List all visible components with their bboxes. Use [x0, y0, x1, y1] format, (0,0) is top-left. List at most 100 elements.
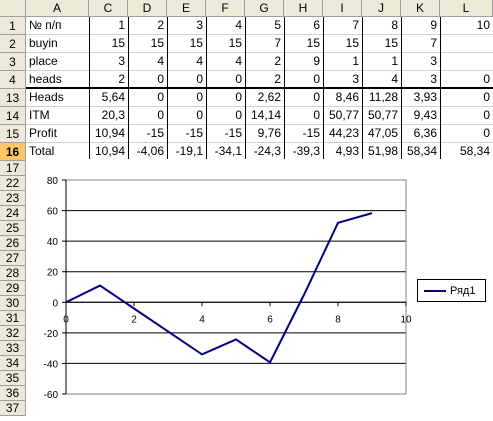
row-header[interactable]: 33	[0, 341, 26, 356]
row-header[interactable]: 25	[0, 221, 26, 236]
row-label-cell[interactable]: place	[29, 54, 58, 68]
data-cell[interactable]: 9	[313, 54, 320, 68]
data-cell[interactable]: 2	[274, 54, 281, 68]
row-header[interactable]: 32	[0, 326, 26, 341]
data-cell[interactable]: 7	[274, 36, 281, 50]
data-cell[interactable]: 50,77	[328, 108, 359, 122]
row-header[interactable]: 14	[0, 107, 26, 125]
data-cell[interactable]: 3	[352, 72, 359, 86]
data-cell[interactable]: 5	[274, 18, 281, 32]
data-cell[interactable]: -24,3	[253, 144, 281, 158]
row-header[interactable]: 23	[0, 191, 26, 206]
data-cell[interactable]: 1	[118, 18, 125, 32]
data-cell[interactable]: 58,34	[459, 144, 490, 158]
data-cell[interactable]: 0	[157, 108, 164, 122]
data-cell[interactable]: 1	[391, 54, 398, 68]
data-cell[interactable]: 0	[196, 108, 203, 122]
row-label-cell[interactable]: Total	[29, 144, 55, 158]
data-cell[interactable]: -15	[224, 126, 242, 140]
row-header[interactable]: 30	[0, 296, 26, 311]
data-cell[interactable]: 0	[313, 108, 320, 122]
row-header[interactable]: 1	[0, 17, 26, 35]
row-header[interactable]: 31	[0, 311, 26, 326]
row-header[interactable]: 2	[0, 35, 26, 53]
data-cell[interactable]: 5,64	[101, 90, 125, 104]
row-header[interactable]: 26	[0, 236, 26, 251]
row-label-cell[interactable]: Profit	[29, 126, 58, 140]
data-cell[interactable]: 9,43	[413, 108, 437, 122]
data-cell[interactable]: 4	[157, 54, 164, 68]
data-cell[interactable]: 11,28	[368, 90, 398, 104]
data-cell[interactable]: -19,1	[175, 144, 203, 158]
row-header[interactable]: 13	[0, 89, 26, 107]
data-cell[interactable]: 7	[430, 36, 437, 50]
data-cell[interactable]: 0	[483, 108, 490, 122]
column-header[interactable]: C	[89, 0, 128, 17]
data-cell[interactable]: -15	[185, 126, 203, 140]
column-header[interactable]: A	[26, 0, 89, 17]
data-cell[interactable]: -15	[146, 126, 164, 140]
data-cell[interactable]: 2,62	[257, 90, 281, 104]
data-cell[interactable]: 0	[313, 90, 320, 104]
data-cell[interactable]: 51,98	[367, 144, 398, 158]
data-cell[interactable]: 50,77	[367, 108, 398, 122]
data-cell[interactable]: 0	[196, 72, 203, 86]
row-label-cell[interactable]: № п/п	[29, 18, 62, 32]
data-cell[interactable]: 9	[430, 18, 437, 32]
data-cell[interactable]: 8,46	[335, 90, 359, 104]
column-header[interactable]: F	[206, 0, 245, 17]
row-label-cell[interactable]: heads	[29, 72, 62, 86]
data-cell[interactable]: 10	[476, 18, 490, 32]
column-header[interactable]: G	[245, 0, 284, 17]
data-cell[interactable]: 2	[157, 18, 164, 32]
data-cell[interactable]: 15	[345, 36, 359, 50]
row-header[interactable]: 3	[0, 53, 26, 71]
data-cell[interactable]: 47,05	[367, 126, 398, 140]
data-cell[interactable]: 0	[235, 90, 242, 104]
data-cell[interactable]: -4,06	[136, 144, 164, 158]
row-header[interactable]: 24	[0, 206, 26, 221]
row-label-cell[interactable]: buyin	[29, 36, 58, 50]
data-cell[interactable]: 0	[235, 72, 242, 86]
row-header[interactable]: 15	[0, 125, 26, 143]
data-cell[interactable]: 3	[430, 54, 437, 68]
chart-legend[interactable]: Ряд1	[417, 279, 486, 302]
data-cell[interactable]: 58,34	[406, 144, 437, 158]
data-cell[interactable]: 0	[483, 72, 490, 86]
row-header[interactable]: 16	[0, 143, 26, 161]
data-cell[interactable]: 4	[235, 18, 242, 32]
row-header[interactable]: 17	[0, 161, 26, 176]
row-header[interactable]: 29	[0, 281, 26, 296]
data-cell[interactable]: 4	[391, 72, 398, 86]
data-cell[interactable]: 0	[235, 108, 242, 122]
data-cell[interactable]: 0	[196, 90, 203, 104]
row-label-cell[interactable]: ITM	[29, 108, 50, 122]
column-header[interactable]: D	[128, 0, 167, 17]
data-cell[interactable]: -39,3	[292, 144, 320, 158]
row-label-cell[interactable]: Heads	[29, 90, 64, 104]
column-header[interactable]: E	[167, 0, 206, 17]
data-cell[interactable]: -15	[302, 126, 320, 140]
data-cell[interactable]: -34,1	[214, 144, 242, 158]
data-cell[interactable]: 0	[483, 90, 490, 104]
data-cell[interactable]: 4	[235, 54, 242, 68]
data-cell[interactable]: 0	[483, 126, 490, 140]
data-cell[interactable]: 3	[196, 18, 203, 32]
data-cell[interactable]: 3	[118, 54, 125, 68]
data-cell[interactable]: 3,93	[413, 90, 437, 104]
data-cell[interactable]: 15	[384, 36, 398, 50]
select-all-corner[interactable]	[0, 0, 26, 17]
row-header[interactable]: 35	[0, 371, 26, 386]
data-cell[interactable]: 15	[228, 36, 242, 50]
data-cell[interactable]: 2	[274, 72, 281, 86]
data-cell[interactable]: 1	[352, 54, 359, 68]
data-cell[interactable]: 15	[306, 36, 320, 50]
data-cell[interactable]: 4,93	[335, 144, 359, 158]
series-line[interactable]	[65, 212, 373, 364]
data-cell[interactable]: 14,14	[250, 108, 281, 122]
column-header[interactable]: I	[323, 0, 362, 17]
data-cell[interactable]: 6	[313, 18, 320, 32]
column-header[interactable]: K	[401, 0, 440, 17]
column-header[interactable]: J	[362, 0, 401, 17]
